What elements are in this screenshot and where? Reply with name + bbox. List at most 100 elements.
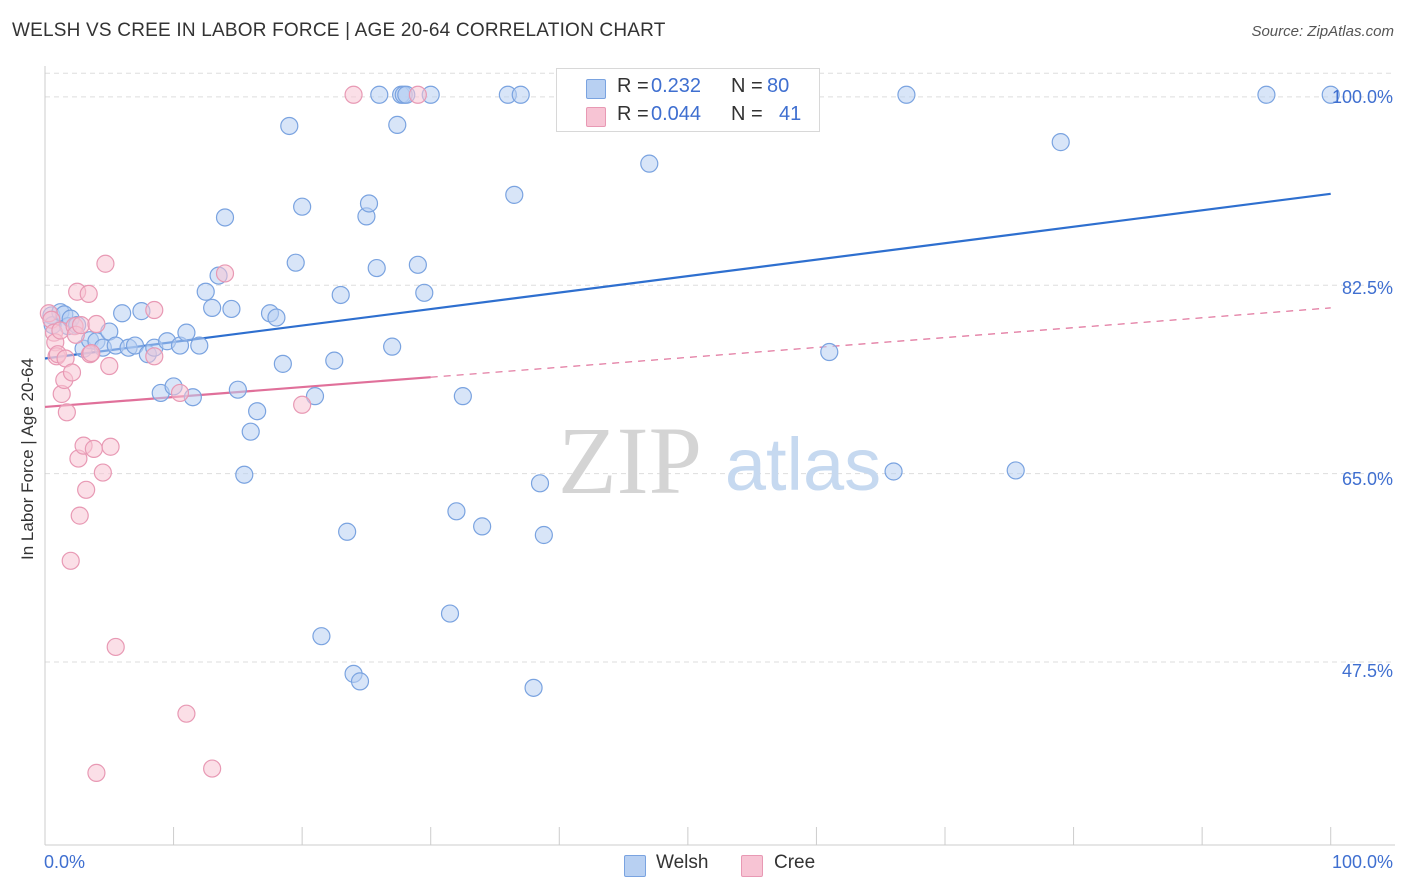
welsh-point <box>267 308 286 327</box>
welsh-point <box>280 116 299 136</box>
legend-n-label: N = <box>731 75 763 97</box>
welsh-point <box>388 115 407 134</box>
welsh-point <box>125 336 145 355</box>
welsh-point <box>273 354 292 373</box>
welsh-point <box>177 323 196 342</box>
legend-n-label: N = <box>731 103 763 125</box>
cree-point <box>101 437 120 456</box>
cree-trend-line-extension <box>430 307 1331 378</box>
legend-r-label: R = <box>617 103 649 125</box>
welsh-point <box>312 627 331 646</box>
welsh-trend-line <box>44 192 1331 360</box>
welsh-point <box>530 474 550 493</box>
trend-lines <box>44 192 1331 409</box>
cree-point <box>203 759 222 778</box>
welsh-point <box>350 672 370 691</box>
cree-point <box>93 463 112 482</box>
welsh-swatch <box>586 79 606 99</box>
cree-point <box>79 284 98 303</box>
cree-point <box>57 403 76 422</box>
watermark: ZIP atlas <box>558 407 881 514</box>
gridlines <box>45 72 1395 663</box>
welsh-point <box>897 85 916 104</box>
welsh-point <box>235 465 254 484</box>
cree-point <box>84 439 103 458</box>
source-label: Source: ZipAtlas.com <box>1251 23 1394 40</box>
welsh-point <box>196 282 215 301</box>
cree-point <box>344 85 363 104</box>
welsh-point <box>241 422 260 441</box>
bottom-legend-welsh: Welsh <box>656 852 709 873</box>
welsh-point <box>1006 461 1025 480</box>
x-tick-label-max: 100.0% <box>1331 852 1393 872</box>
x-tick-label-min: 0.0% <box>44 852 86 872</box>
chart-title: WELSH VS CREE IN LABOR FORCE | AGE 20-64… <box>12 20 666 41</box>
welsh-point <box>1321 85 1340 104</box>
welsh-point <box>415 283 434 302</box>
welsh-point <box>511 85 530 104</box>
watermark-atlas: atlas <box>725 423 881 506</box>
welsh-point <box>222 299 241 319</box>
welsh-point <box>286 253 305 272</box>
welsh-point <box>884 462 903 481</box>
cree-point <box>87 763 106 782</box>
welsh-point <box>383 337 402 356</box>
welsh-point <box>534 525 553 545</box>
welsh-point <box>190 336 209 355</box>
welsh-point <box>370 85 389 104</box>
welsh-point <box>293 197 312 216</box>
welsh-point <box>248 402 267 421</box>
cree-point <box>170 383 190 403</box>
cree-point <box>62 363 82 382</box>
cree-point <box>106 637 125 657</box>
welsh-point <box>359 194 379 213</box>
legend-row-welsh: R = 0.232 N = 80 <box>557 73 819 101</box>
legend-row-cree: R = 0.044 N = 41 <box>557 101 819 129</box>
welsh-point <box>338 522 357 541</box>
y-tick-label: 82.5% <box>1341 278 1393 298</box>
y-tick-label: 65.0% <box>1341 469 1393 489</box>
legend-r-value: 0.044 <box>651 103 702 125</box>
watermark-zip: ZIP <box>558 407 702 514</box>
cree-point <box>100 356 119 376</box>
welsh-point <box>640 154 659 173</box>
welsh-point <box>1051 133 1070 152</box>
cree-point <box>145 347 164 366</box>
welsh-point <box>1257 85 1276 104</box>
welsh-point <box>473 517 492 536</box>
legend-r-label: R = <box>617 75 649 97</box>
bottom-legend-cree: Cree <box>774 852 816 873</box>
welsh-point <box>331 285 350 305</box>
cree-point <box>77 480 96 499</box>
welsh-point <box>113 304 132 323</box>
welsh-point <box>524 678 543 697</box>
welsh-point <box>215 208 235 227</box>
cree-point <box>215 264 235 283</box>
welsh-point <box>505 185 524 204</box>
welsh-point <box>228 380 247 399</box>
legend-n-value: 41 <box>779 103 802 125</box>
welsh-point <box>325 351 344 370</box>
cree-point <box>70 506 89 525</box>
cree-point <box>145 300 164 320</box>
data-points <box>39 85 1340 782</box>
cree-point <box>293 395 312 414</box>
y-tick-label: 100.0% <box>1331 87 1393 107</box>
bottom-legend-welsh-swatch <box>624 855 646 877</box>
bottom-legend-cree-swatch <box>741 855 763 877</box>
welsh-point <box>447 502 466 521</box>
legend-r-value: 0.232 <box>651 75 702 97</box>
cree-point <box>177 704 196 723</box>
cree-swatch <box>586 107 606 127</box>
welsh-point <box>453 387 472 406</box>
cree-point <box>96 254 115 273</box>
welsh-point <box>408 255 427 274</box>
stats-legend: R = 0.232 N = 80 R = 0.044 N = 41 <box>556 68 820 132</box>
cree-point <box>61 551 80 570</box>
axes <box>44 66 1395 846</box>
cree-point <box>408 85 427 104</box>
welsh-point <box>440 604 460 623</box>
welsh-point <box>203 298 222 317</box>
legend-n-value: 80 <box>767 75 790 97</box>
